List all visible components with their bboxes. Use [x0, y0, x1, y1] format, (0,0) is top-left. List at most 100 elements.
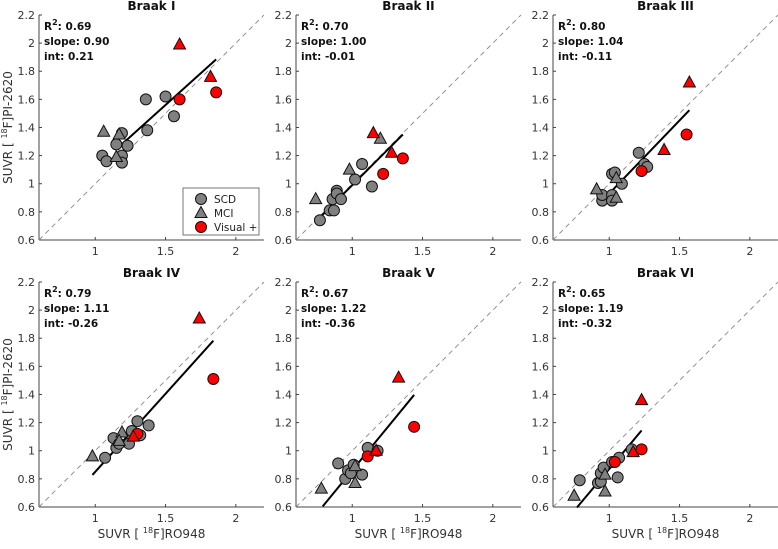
legend-item: SCD	[195, 193, 236, 206]
triangle-marker	[348, 475, 362, 489]
intercept-label: int: -0.01	[301, 51, 355, 63]
subplot-title: Braak V	[382, 266, 435, 280]
y-tick-label: 1.4	[18, 388, 36, 401]
triangle-marker	[567, 488, 581, 501]
x-tick-label: 1.5	[157, 245, 175, 258]
y-tick-label: 0.6	[18, 234, 36, 247]
y-tick-label: 0.8	[275, 473, 293, 486]
x-tick-label: 1	[92, 512, 99, 525]
subplot-title: Braak III	[637, 0, 694, 13]
label-text: : 0.65	[572, 288, 606, 300]
circle-marker	[408, 420, 421, 433]
y-tick-label: 1.4	[532, 121, 550, 134]
label-text: SUVR [	[612, 527, 657, 541]
triangle-marker	[112, 433, 126, 446]
circle-marker	[141, 124, 154, 137]
subplot-1: Braak I0.60.811.21.41.61.822.21 1.5 2R2: 0…	[0, 0, 265, 258]
slope-label: slope: 0.90	[44, 36, 109, 48]
r-squared-label: R2: 0.65	[558, 285, 605, 300]
circle-marker	[99, 451, 112, 464]
y-tick-label: 1.8	[532, 65, 550, 78]
y-tick-label: 1.6	[532, 93, 550, 106]
circle-marker	[573, 474, 586, 487]
y-tick-label: 0.6	[275, 501, 293, 514]
subplot-title: Braak VI	[637, 266, 694, 280]
y-tick-label: 0.8	[18, 206, 36, 219]
circle-marker	[195, 221, 207, 233]
r-squared-label: R2: 0.80	[558, 18, 605, 33]
circle-marker	[142, 419, 155, 432]
legend-item: Visual +	[195, 221, 257, 234]
label-text: R	[301, 21, 309, 33]
superscript: 2	[52, 18, 58, 27]
triangle-marker	[589, 181, 604, 195]
slope-label: slope: 1.22	[301, 303, 366, 315]
triangle-marker	[192, 311, 207, 324]
triangle-marker	[96, 124, 111, 137]
label-text: F]RO948	[410, 527, 462, 541]
superscript: 18	[143, 526, 153, 535]
subplot-title: Braak IV	[123, 266, 181, 280]
y-tick-label: 2.2	[532, 9, 550, 22]
triangle-marker	[109, 149, 124, 163]
x-tick-label: 2	[489, 512, 496, 525]
x-tick-label: 1.5	[414, 512, 432, 525]
superscript: 18	[400, 526, 410, 535]
label-text: : 0.79	[58, 288, 92, 300]
label-text: : 0.80	[572, 21, 606, 33]
y-tick-label: 2.2	[275, 9, 293, 22]
circle-marker	[635, 165, 648, 178]
triangle-marker	[391, 370, 406, 383]
triangle-marker	[634, 392, 649, 406]
x-axis-label: SUVR [ 18F]RO948	[355, 526, 463, 541]
subplot-4: Braak IV0.60.811.21.41.61.822.21 1.5 2R2: …	[0, 266, 265, 541]
identity-line	[38, 14, 265, 241]
x-tick-label: 1	[606, 512, 613, 525]
y-tick-label: 0.8	[532, 206, 550, 219]
superscript: 2	[566, 285, 572, 294]
label-text: F]PI-2620	[1, 71, 15, 128]
circle-marker	[635, 443, 648, 456]
r-squared-label: R2: 0.67	[301, 285, 348, 300]
label-text: R	[44, 288, 52, 300]
triangle-marker	[348, 458, 362, 472]
label-text: F]RO948	[667, 527, 719, 541]
y-tick-label: 1.4	[275, 388, 293, 401]
circle-marker	[377, 167, 390, 180]
intercept-label: int: -0.32	[558, 318, 612, 330]
y-tick-label: 1	[542, 178, 549, 191]
legend-label: SCD	[214, 194, 236, 206]
label-text: F]PI-2620	[1, 338, 15, 395]
slope-label: slope: 1.19	[558, 303, 623, 315]
triangle-marker	[682, 74, 697, 88]
x-tick-label: 1.5	[414, 245, 432, 258]
y-tick-label: 0.6	[18, 501, 36, 514]
y-tick-label: 2	[542, 37, 549, 50]
label-text: R	[301, 288, 309, 300]
circle-marker	[680, 128, 693, 141]
y-tick-label: 2	[285, 37, 292, 50]
identity-line	[295, 14, 522, 241]
circle-marker	[332, 457, 345, 470]
triangle-marker	[203, 69, 218, 82]
y-tick-label: 2.2	[532, 276, 550, 289]
intercept-label: int: -0.26	[44, 318, 98, 330]
identity-line	[295, 281, 522, 508]
y-tick-label: 0.8	[18, 473, 36, 486]
triangle-marker	[598, 467, 612, 480]
y-tick-label: 0.6	[532, 501, 550, 514]
y-tick-label: 1.6	[18, 360, 36, 373]
triangle-marker	[366, 125, 381, 139]
circle-marker	[139, 93, 152, 106]
triangle-marker	[194, 205, 208, 218]
triangle-marker	[172, 36, 187, 50]
label-text: : 0.69	[58, 21, 92, 33]
x-tick-label: 1.5	[157, 512, 175, 525]
triangle-marker	[342, 162, 357, 175]
x-tick-label: 2	[232, 245, 239, 258]
y-tick-label: 0.8	[532, 473, 550, 486]
intercept-label: int: 0.21	[44, 51, 94, 63]
r-squared-label: R2: 0.79	[44, 285, 91, 300]
y-tick-label: 1.8	[18, 332, 36, 345]
